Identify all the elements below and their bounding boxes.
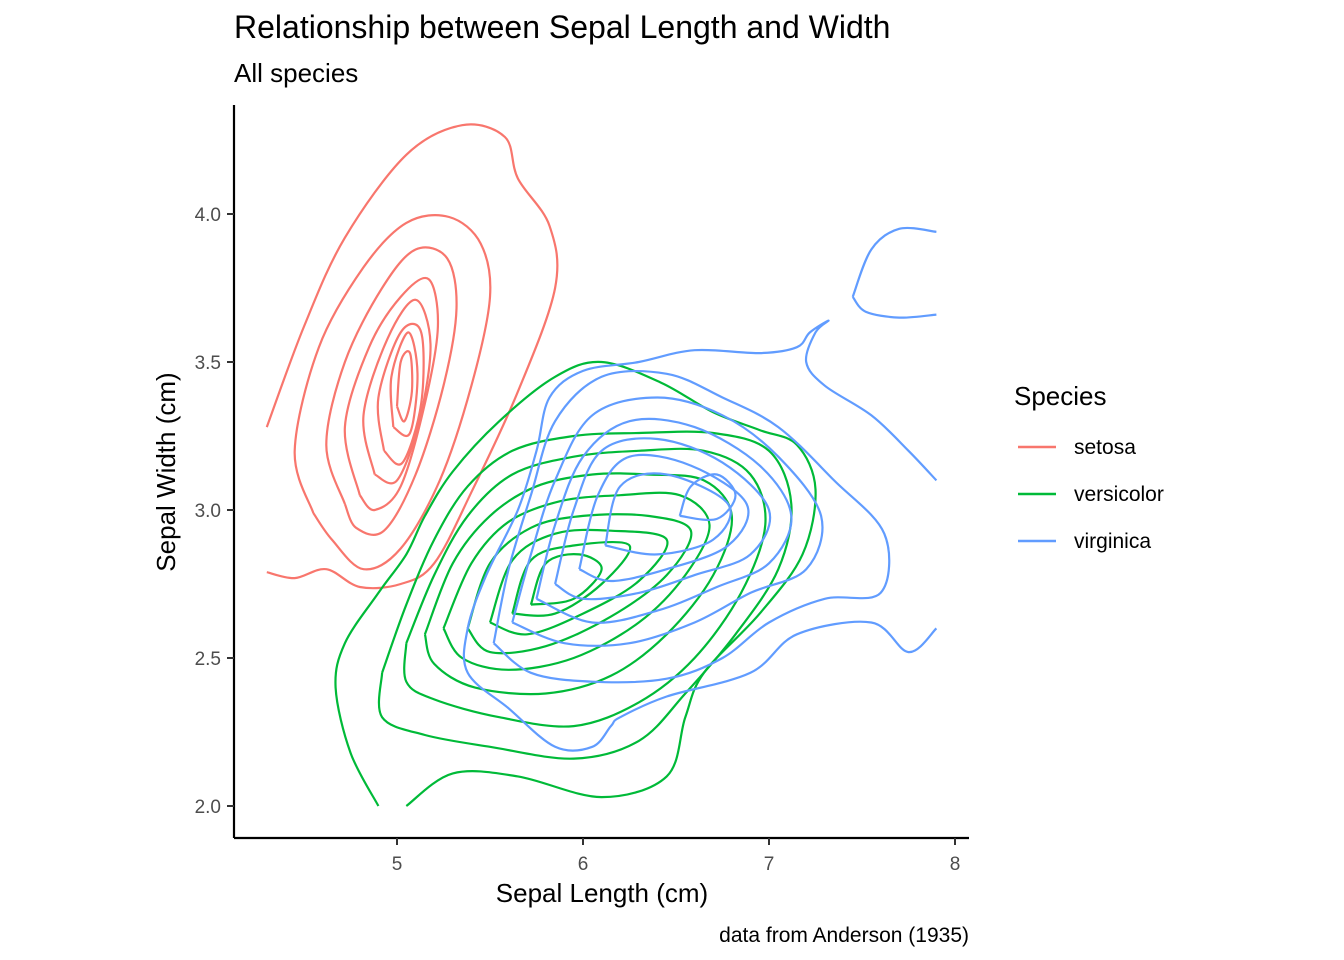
virginica-contour-line	[578, 453, 750, 583]
virginica-contour-line	[535, 417, 793, 624]
y-tick-label: 4.0	[195, 205, 221, 226]
virginica-contour-line	[462, 319, 938, 752]
x-tick-label: 6	[578, 854, 589, 875]
virginica-contour-line	[492, 369, 891, 684]
virginica-contour-line	[851, 296, 937, 319]
setosa-contour-line	[362, 298, 432, 485]
y-tick-label: 3.5	[195, 353, 221, 374]
virginica-contour-line	[511, 396, 824, 647]
legend-label-setosa: setosa	[1074, 436, 1136, 459]
virginica-contour-line	[678, 473, 737, 522]
setosa-contour-line	[376, 322, 425, 466]
setosa-contour-line	[389, 331, 419, 438]
setosa-contour-line	[325, 246, 458, 536]
legend-label-virginica: virginica	[1074, 530, 1151, 553]
x-tick-label: 5	[392, 854, 403, 875]
y-axis-ticks: 2.0 2.5 3.0 3.5 4.0	[195, 205, 234, 818]
x-axis-label: Sepal Length (cm)	[496, 878, 708, 908]
versicolor-contour-line	[423, 472, 733, 696]
legend: Species setosa versicolor virginica	[1014, 381, 1164, 553]
setosa-contour-line	[293, 214, 492, 571]
virginica-contour-line	[604, 472, 732, 556]
x-tick-label: 8	[950, 854, 961, 875]
virginica-contour-line	[554, 437, 772, 601]
y-tick-label: 3.0	[195, 501, 221, 522]
legend-items: setosa versicolor virginica	[1018, 436, 1164, 553]
x-tick-label: 7	[764, 854, 775, 875]
versicolor-contour-line	[488, 528, 669, 636]
chart-caption: data from Anderson (1935)	[719, 924, 969, 947]
versicolor-contour-line	[466, 513, 693, 655]
y-tick-label: 2.0	[195, 797, 221, 818]
y-tick-label: 2.5	[195, 649, 221, 670]
chart-subtitle: All species	[234, 58, 358, 88]
virginica-contour-line	[851, 226, 937, 298]
setosa-contour-line	[395, 350, 414, 423]
setosa-contour-line	[265, 123, 559, 590]
y-axis-label: Sepal Width (cm)	[151, 372, 181, 571]
versicolor-contour-line	[403, 447, 767, 728]
setosa-contour-line	[343, 276, 440, 512]
versicolor-contour-line	[442, 491, 711, 671]
versicolor-contour-line	[511, 540, 632, 617]
legend-title: Species	[1014, 381, 1107, 411]
x-axis-ticks: 5 6 7 8	[392, 838, 961, 875]
contour-lines-group	[265, 123, 938, 807]
legend-label-versicolor: versicolor	[1074, 483, 1164, 506]
chart-title: Relationship between Sepal Length and Wi…	[234, 9, 890, 45]
